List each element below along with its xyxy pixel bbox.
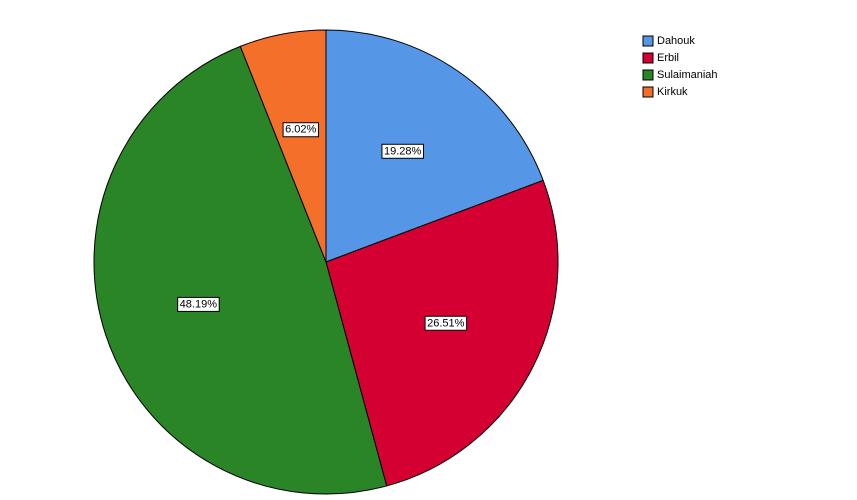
legend-swatch [642, 35, 654, 47]
pie-slice [325, 29, 544, 263]
legend-swatch [642, 52, 654, 64]
legend-label: Sulaimaniah [657, 69, 718, 81]
data-label-box [424, 315, 468, 331]
data-label: 6.02% [282, 122, 320, 138]
data-label-text: 48.19% [180, 298, 218, 310]
data-label-box [381, 143, 424, 159]
legend-swatch [642, 86, 654, 98]
pie-slice [325, 179, 559, 487]
data-label: 48.19% [177, 296, 220, 312]
data-label: 19.28% [381, 143, 424, 159]
pie-slice [239, 29, 327, 263]
data-label-box [177, 296, 220, 312]
legend-label: Erbil [657, 52, 679, 64]
legend-label: Dahouk [657, 35, 695, 47]
data-label-text: 26.51% [427, 317, 465, 329]
data-label: 26.51% [424, 315, 468, 331]
data-label-text: 6.02% [285, 124, 316, 136]
data-label-text: 19.28% [384, 145, 422, 157]
legend-label: Kirkuk [657, 86, 688, 98]
pie-slice [93, 45, 388, 495]
data-label-box [282, 122, 320, 138]
legend-swatch [642, 69, 654, 81]
